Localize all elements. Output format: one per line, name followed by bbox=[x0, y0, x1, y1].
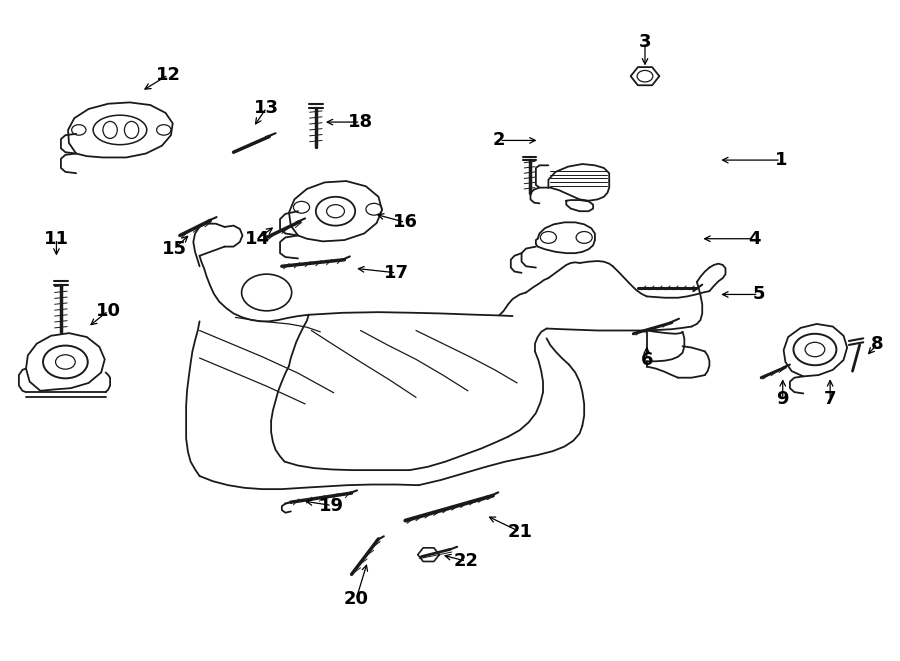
Text: 1: 1 bbox=[775, 151, 788, 169]
Text: 15: 15 bbox=[162, 239, 187, 258]
Text: 8: 8 bbox=[871, 334, 884, 352]
Text: 5: 5 bbox=[752, 286, 765, 303]
Text: 11: 11 bbox=[44, 230, 69, 248]
Text: 16: 16 bbox=[392, 214, 418, 231]
Text: 20: 20 bbox=[344, 590, 369, 608]
Text: 3: 3 bbox=[639, 33, 652, 51]
Text: 7: 7 bbox=[824, 391, 836, 408]
Text: 9: 9 bbox=[777, 391, 789, 408]
Text: 17: 17 bbox=[383, 264, 409, 282]
Text: 19: 19 bbox=[320, 496, 345, 514]
Text: 4: 4 bbox=[748, 230, 760, 248]
Text: 6: 6 bbox=[641, 351, 653, 369]
Text: 2: 2 bbox=[493, 132, 506, 149]
Text: 12: 12 bbox=[156, 66, 181, 84]
Text: 10: 10 bbox=[95, 302, 121, 320]
Text: 13: 13 bbox=[254, 98, 279, 116]
Text: 14: 14 bbox=[245, 230, 270, 248]
Text: 22: 22 bbox=[454, 552, 479, 570]
Text: 18: 18 bbox=[348, 113, 374, 131]
Text: 21: 21 bbox=[508, 523, 532, 541]
